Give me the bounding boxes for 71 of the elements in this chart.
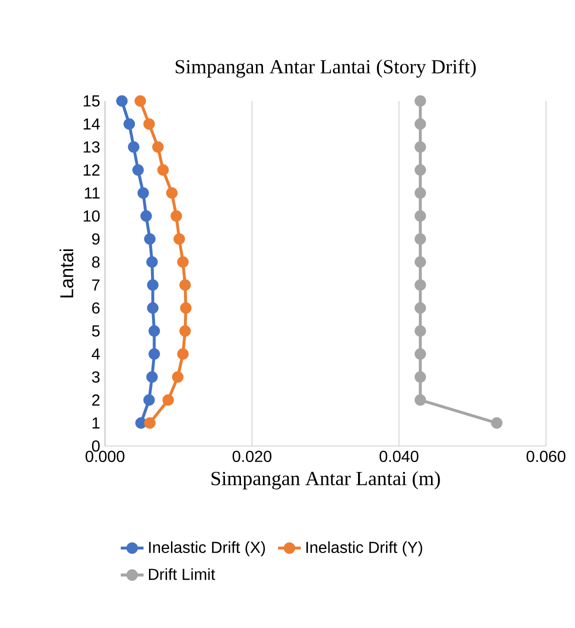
point [128, 141, 140, 153]
point [157, 164, 169, 176]
point [146, 256, 158, 268]
y-axis-title: Lantai [60, 249, 74, 298]
point [166, 187, 178, 199]
point [116, 95, 128, 107]
point [172, 371, 184, 383]
point [414, 348, 426, 360]
point [414, 394, 426, 406]
point [173, 233, 185, 245]
y-tick-label: 10 [84, 210, 100, 222]
y-tick-label: 1 [92, 418, 100, 429]
point [414, 233, 426, 245]
x-tick-label: 0.020 [232, 450, 272, 462]
point [132, 164, 144, 176]
point [414, 118, 426, 130]
point [414, 164, 426, 176]
point [177, 256, 189, 268]
point [148, 325, 160, 337]
legend-label: Drift Limit [148, 568, 216, 580]
point [170, 210, 182, 222]
point [414, 187, 426, 199]
y-tick-label: 13 [84, 141, 100, 153]
point [414, 141, 426, 153]
point [180, 302, 192, 314]
point [147, 279, 159, 291]
y-tick-label: 15 [84, 95, 100, 107]
point [124, 118, 135, 130]
point [146, 371, 158, 383]
y-tick-label: 2 [92, 394, 100, 406]
point [162, 394, 174, 406]
x-tick-label: 0.040 [380, 450, 418, 462]
chart-title: Simpangan Antar Lantai (Story Drift) [176, 59, 476, 78]
y-tick-label: 4 [92, 348, 100, 360]
point [177, 348, 189, 360]
point [414, 279, 426, 291]
y-tick-label: 12 [84, 164, 100, 176]
y-tick-label: 14 [84, 118, 100, 130]
y-tick-label: 8 [92, 256, 100, 268]
point [414, 210, 426, 222]
legend-label: Inelastic Drift (X) [149, 541, 265, 556]
x-axis-title: Simpangan Antar Lantai (m) [212, 471, 440, 490]
x-tick-label: 0.000 [86, 450, 124, 462]
x-tick-label: 0.060 [526, 450, 566, 462]
point [140, 210, 152, 222]
y-tick-label: 9 [92, 233, 100, 245]
point [179, 325, 191, 337]
point [144, 417, 156, 429]
point [179, 279, 191, 291]
point [414, 95, 426, 107]
legend-label: Inelastic Drift (Y) [306, 541, 422, 556]
point [491, 417, 502, 429]
point [414, 371, 426, 383]
point [143, 394, 155, 406]
y-tick-label: 0 [92, 440, 100, 452]
point [414, 302, 426, 314]
y-tick-label: 7 [92, 280, 100, 291]
point [135, 417, 147, 429]
y-tick-label: 11 [84, 188, 100, 198]
point [148, 348, 160, 360]
point [414, 325, 426, 337]
point [137, 187, 149, 199]
point [147, 302, 159, 314]
point [414, 256, 426, 268]
y-tick-label: 3 [92, 371, 100, 383]
y-tick-label: 5 [92, 325, 100, 337]
point [144, 233, 156, 245]
point [152, 141, 164, 153]
point [143, 118, 155, 130]
point [134, 95, 146, 107]
y-tick-label: 6 [92, 302, 100, 314]
